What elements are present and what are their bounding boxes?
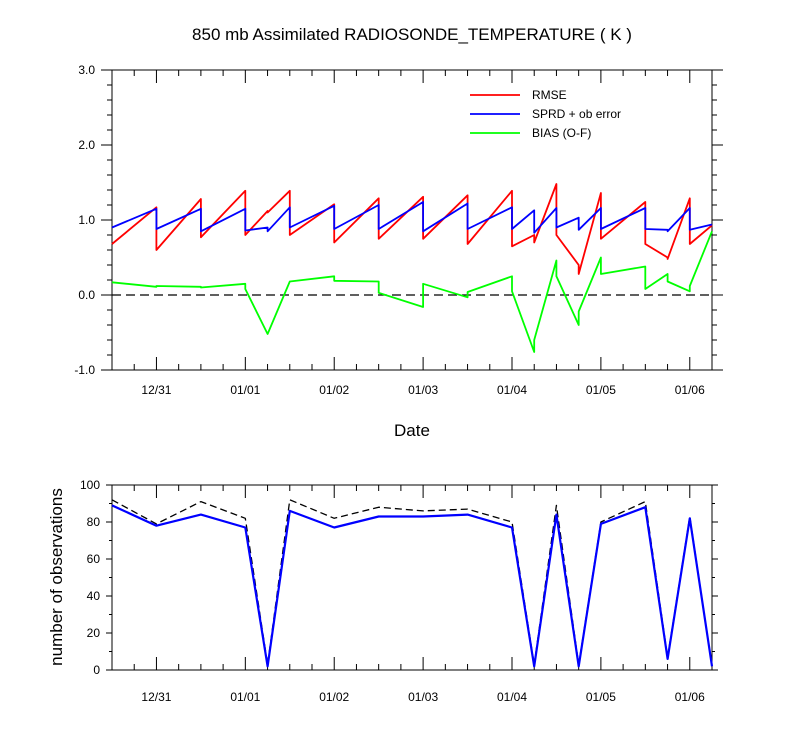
legend: RMSE SPRD + ob error BIAS (O-F) <box>470 88 621 140</box>
x-tick-label: 01/05 <box>586 690 616 704</box>
y-tick-label: 40 <box>87 589 101 603</box>
series-line-bias-o-f <box>111 230 713 353</box>
y-tick-label: 80 <box>87 515 101 529</box>
x-axis-label: Date <box>394 421 430 440</box>
y-tick-label: 0 <box>93 663 100 677</box>
bottom-plot: 0 20 40 60 80 100 12/31 01/01 01/02 01/03 01/04 01/… <box>80 478 718 704</box>
y-tick-label: 3.0 <box>78 63 95 77</box>
legend-label: RMSE <box>532 88 567 102</box>
x-tick-label: 01/06 <box>675 383 705 397</box>
x-tick-label: 01/03 <box>408 690 438 704</box>
legend-label: BIAS (O-F) <box>532 126 591 140</box>
top-plot: -1.0 0.0 1.0 2.0 3.0 12/31 01/01 01/02 01/03 01/0… <box>74 63 723 397</box>
y-tick-label: 100 <box>80 478 100 492</box>
y-tick-label: 2.0 <box>78 138 95 152</box>
y-tick-label: 0.0 <box>78 288 95 302</box>
x-tick-label: 01/03 <box>408 383 438 397</box>
x-tick-label: 12/31 <box>141 383 171 397</box>
y-tick-label: -1.0 <box>74 363 95 377</box>
x-tick-label: 01/05 <box>586 383 616 397</box>
x-tick-label: 01/01 <box>230 690 260 704</box>
y-tick-label: 1.0 <box>78 213 95 227</box>
x-tick-label: 01/04 <box>497 383 527 397</box>
x-tick-label: 01/06 <box>675 690 705 704</box>
x-tick-label: 01/02 <box>319 690 349 704</box>
series-line-sprd-ob-error <box>111 201 713 234</box>
series-line-series-1 <box>111 504 714 668</box>
legend-label: SPRD + ob error <box>532 107 621 121</box>
x-tick-label: 01/01 <box>230 383 260 397</box>
x-tick-label: 01/02 <box>319 383 349 397</box>
y-axis-label-observations: number of observations <box>47 488 66 666</box>
x-tick-label: 12/31 <box>141 690 171 704</box>
y-tick-label: 60 <box>87 552 101 566</box>
series-line-rmse <box>111 183 713 275</box>
x-tick-label: 01/04 <box>497 690 527 704</box>
chart-title: 850 mb Assimilated RADIOSONDE_TEMPERATUR… <box>192 25 632 44</box>
series-line-series-0 <box>111 499 713 667</box>
y-tick-label: 20 <box>87 626 101 640</box>
